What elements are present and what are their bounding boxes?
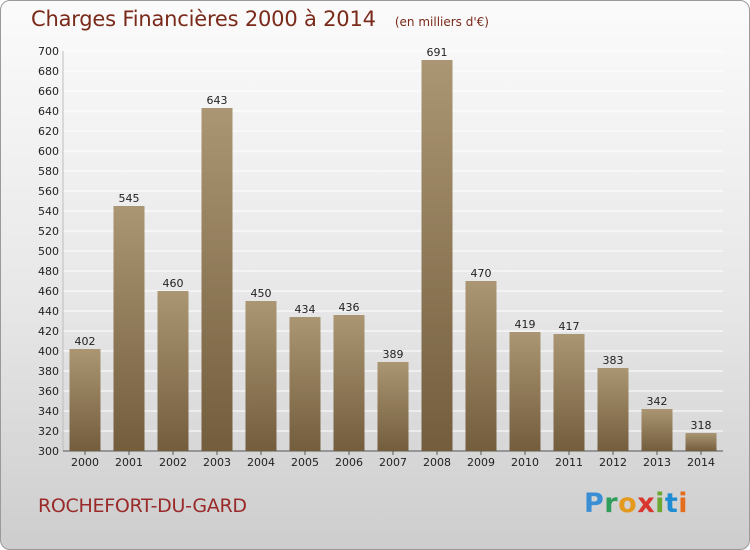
value-label: 383 [603,354,624,367]
bar [597,368,629,451]
unit-text: (en milliers d'€) [394,15,489,29]
value-label: 342 [647,395,668,408]
value-label: 691 [427,46,448,59]
y-tick-label: 300 [38,445,59,458]
x-tick-label: 2001 [115,456,143,469]
x-tick-label: 2007 [379,456,407,469]
x-tick-label: 2006 [335,456,363,469]
x-tick-label: 2012 [599,456,627,469]
bar [201,108,233,451]
y-tick-label: 460 [38,285,59,298]
bar [641,409,673,451]
value-label: 450 [251,287,272,300]
x-tick-label: 2003 [203,456,231,469]
y-tick-label: 540 [38,205,59,218]
value-label: 402 [75,335,96,348]
value-label: 545 [119,192,140,205]
value-label: 318 [691,419,712,432]
proxiti-logo: Proxiti [584,488,689,519]
value-label: 436 [339,301,360,314]
y-tick-label: 440 [38,305,59,318]
y-tick-label: 660 [38,85,59,98]
y-tick-label: 600 [38,145,59,158]
x-tick-label: 2004 [247,456,275,469]
y-tick-label: 480 [38,265,59,278]
bar [421,60,453,451]
y-tick-label: 580 [38,165,59,178]
bar [113,206,145,451]
x-tick-label: 2010 [511,456,539,469]
value-label: 643 [207,94,228,107]
commune-name: ROCHEFORT-DU-GARD [38,495,247,517]
y-tick-label: 620 [38,125,59,138]
bar [685,433,717,451]
value-label: 419 [515,318,536,331]
y-tick-label: 360 [38,385,59,398]
bar [289,317,321,451]
y-tick-label: 640 [38,105,59,118]
y-tick-label: 680 [38,65,59,78]
labels: 402 545 460 643 450 434 436 389 691 470 419 417 383 3… [75,46,712,432]
y-tick-label: 420 [38,325,59,338]
y-tick-label: 500 [38,245,59,258]
bar [69,349,101,451]
y-tick-label: 340 [38,405,59,418]
bars [69,60,717,451]
x-tick-label: 2013 [643,456,671,469]
bar [509,332,541,451]
bar [245,301,277,451]
title-text: Charges Financières 2000 à 2014 [31,7,376,31]
bar [333,315,365,451]
y-tick-label: 700 [38,45,59,58]
axes: 300 320 340 360 380 400 420 440 460 480 500 520 540 5… [38,45,723,469]
y-tick-label: 560 [38,185,59,198]
value-label: 434 [295,303,316,316]
y-tick-label: 400 [38,345,59,358]
x-tick-label: 2008 [423,456,451,469]
x-tick-label: 2005 [291,456,319,469]
value-label: 460 [163,277,184,290]
chart-title: Charges Financières 2000 à 2014 (en mill… [31,7,489,31]
bar [157,291,189,451]
bar [553,334,585,451]
value-label: 417 [559,320,580,333]
y-tick-label: 380 [38,365,59,378]
bar [465,281,497,451]
x-tick-label: 2000 [71,456,99,469]
y-tick-label: 320 [38,425,59,438]
x-tick-label: 2009 [467,456,495,469]
x-tick-label: 2002 [159,456,187,469]
y-tick-label: 520 [38,225,59,238]
x-tick-label: 2011 [555,456,583,469]
bar [377,362,409,451]
x-tick-label: 2014 [687,456,715,469]
value-label: 389 [383,348,404,361]
value-label: 470 [471,267,492,280]
